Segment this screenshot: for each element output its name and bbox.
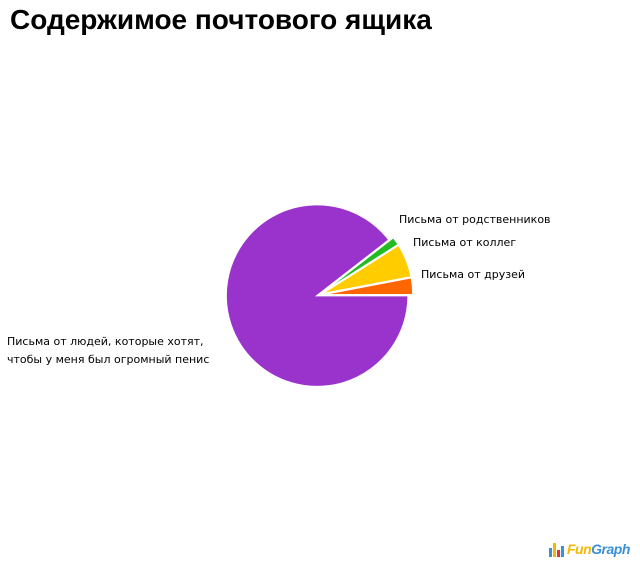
logo-fun: Fun: [567, 541, 592, 557]
pie-slice-label-line: Письма от друзей: [421, 268, 525, 281]
logo-graph: Graph: [591, 541, 630, 557]
logo-bar: [561, 546, 564, 557]
logo-bar: [553, 543, 556, 557]
logo-bar: [549, 548, 552, 557]
logo-bar: [557, 550, 560, 557]
pie-slice-label: Письма от коллег: [413, 236, 516, 249]
pie-slice: [321, 276, 414, 296]
pie-labels: Письма от друзей Письма от коллег Письма о…: [7, 213, 551, 366]
pie-slice-label-line: Письма от коллег: [413, 236, 516, 249]
fungraph-logo: FunGraph: [549, 539, 630, 557]
pie-slice-label-line: Письма от родственников: [399, 213, 551, 226]
pie-slices: [225, 203, 414, 388]
pie-slice: [320, 236, 400, 294]
pie-slice-label-line: Письма от людей, которые хотят,: [7, 335, 204, 348]
pie-slice: [225, 203, 409, 388]
pie-slice-label: Письма от родственников: [399, 213, 551, 226]
logo-text: FunGraph: [567, 541, 630, 557]
pie-slice-label: Письма от людей, которые хотят, чтобы у м…: [7, 335, 209, 366]
pie-slice-label: Письма от друзей: [421, 268, 525, 281]
logo-bars-icon: [549, 541, 564, 557]
pie-slice-label-line: чтобы у меня был огромный пенис: [7, 353, 209, 366]
chart-title: Содержимое почтового ящика: [10, 4, 432, 35]
